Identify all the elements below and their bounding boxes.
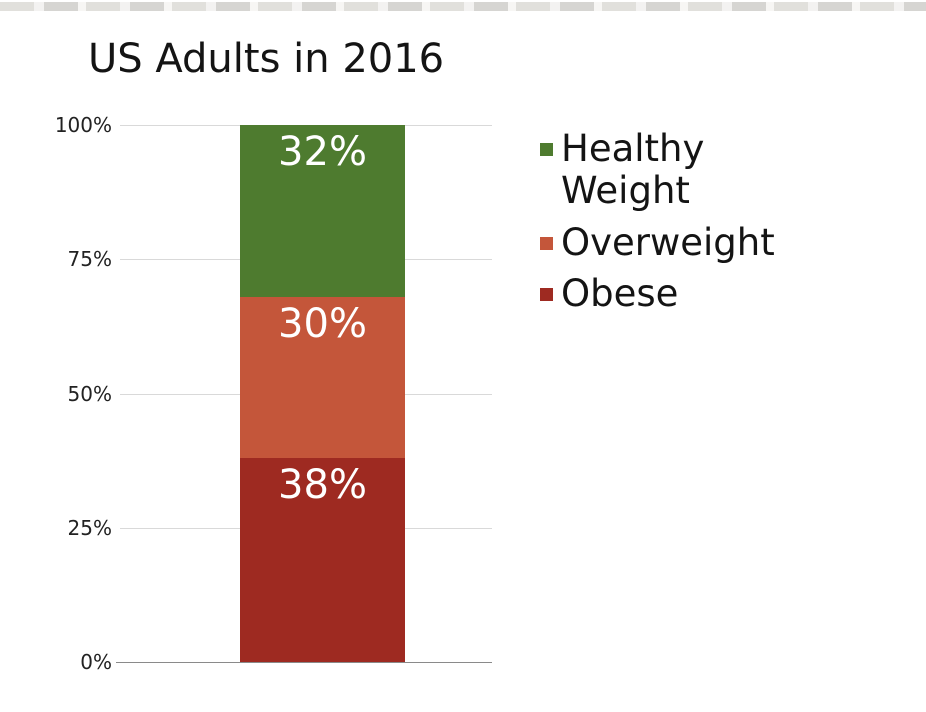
legend-item-obese: Obese [540, 273, 840, 315]
legend-item-healthy-weight: Healthy Weight [540, 128, 840, 212]
legend-label: Overweight [561, 220, 775, 264]
bar-segment-healthy-weight: 32% [240, 125, 405, 297]
x-axis-line [116, 662, 492, 663]
legend-swatch-icon [540, 143, 553, 156]
y-tick-label: 75% [67, 247, 112, 272]
y-tick-label: 100% [54, 113, 112, 137]
torn-edge-decoration [0, 2, 926, 11]
legend-item-overweight: Overweight [540, 220, 840, 264]
y-tick-label: 0% [80, 650, 112, 674]
legend-label: Healthy Weight [561, 127, 705, 212]
y-tick-label: 25% [67, 515, 112, 540]
stacked-bar: 32% 30% 38% [240, 125, 405, 662]
data-label: 30% [278, 300, 367, 347]
data-label: 32% [278, 129, 367, 175]
bar-segment-obese: 38% [240, 457, 405, 662]
chart-title: US Adults in 2016 [88, 36, 445, 82]
legend-swatch-icon [540, 288, 553, 302]
legend-label: Obese [561, 272, 679, 316]
legend: Healthy Weight Overweight Obese [540, 128, 840, 315]
y-axis: 0% 25% 50% 75% 100% [0, 113, 112, 674]
y-tick-label: 50% [67, 381, 112, 406]
data-label: 38% [278, 461, 367, 508]
legend-swatch-icon [540, 236, 553, 250]
bar-segment-overweight: 30% [240, 296, 405, 458]
